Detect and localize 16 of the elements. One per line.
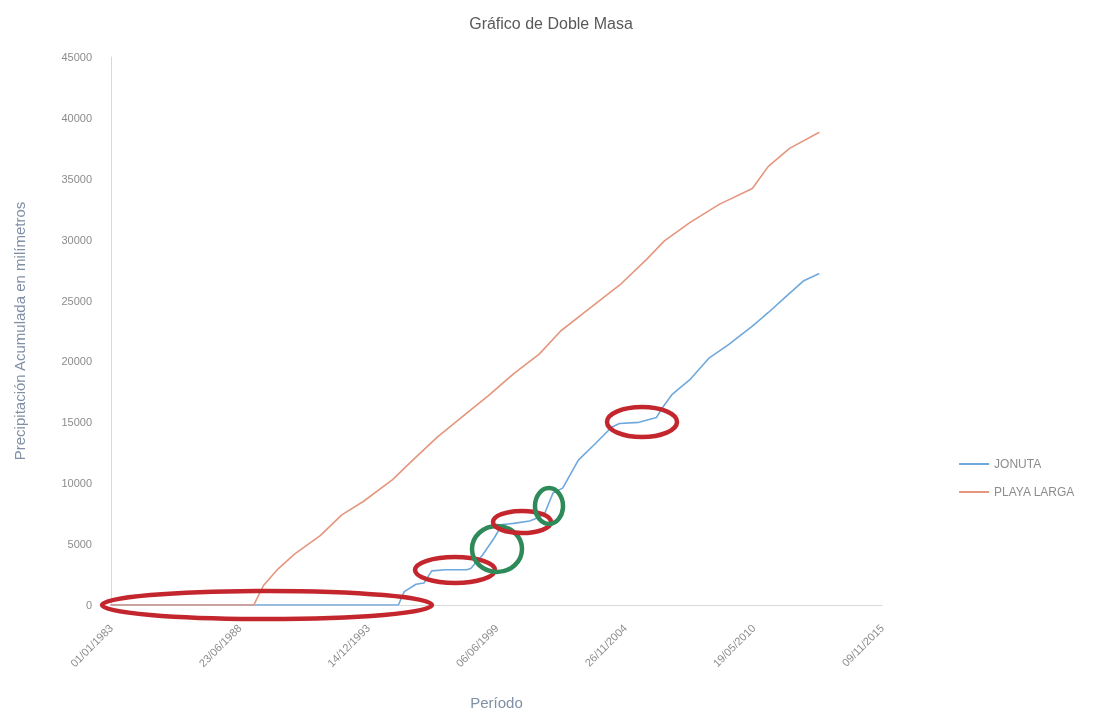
y-tick-label: 45000 <box>61 51 92 63</box>
y-axis-title: Precipitación Acumulada en milímetros <box>11 201 28 461</box>
y-tick-label: 10000 <box>61 477 92 490</box>
line-series <box>110 131 820 606</box>
y-tick-label: 40000 <box>61 111 92 124</box>
y-tick-label: 30000 <box>61 233 92 246</box>
y-tick-label: 25000 <box>61 294 92 307</box>
y-tick-label: 0 <box>85 599 92 611</box>
y-tick-label: 20000 <box>61 355 92 368</box>
x-axis-title: Período <box>470 694 523 711</box>
y-tick-label: 15000 <box>61 416 92 429</box>
legend-label: JONUTA <box>994 457 1042 471</box>
chart-title: Gráfico de Doble Masa <box>469 14 633 32</box>
legend-label: PLAYA LARGA <box>994 485 1075 499</box>
y-tick-label: 5000 <box>67 538 92 551</box>
y-tick-label: 35000 <box>61 172 92 185</box>
